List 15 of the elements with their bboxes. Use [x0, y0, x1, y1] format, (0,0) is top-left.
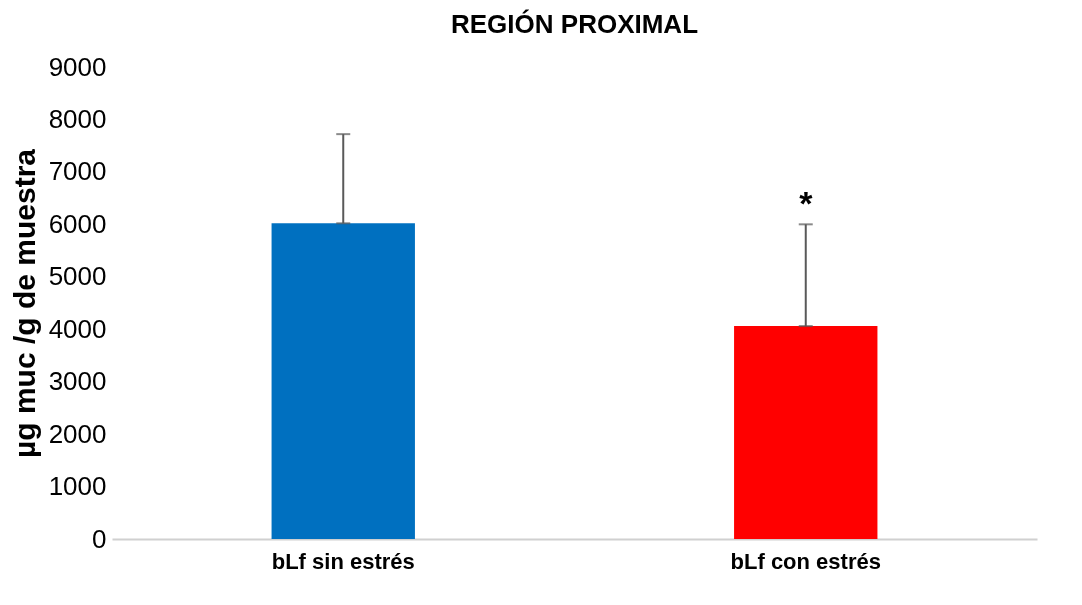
y-tick-label: 4000 — [48, 313, 107, 344]
y-tick-label: 6000 — [48, 208, 107, 239]
y-tick-label: 0 — [92, 523, 107, 554]
y-tick-label: 1000 — [48, 471, 107, 502]
y-axis-title: µg muc /g de muestra — [7, 148, 41, 459]
y-tick-label: 5000 — [48, 261, 107, 292]
x-tick-label: bLf sin estrés — [271, 548, 415, 574]
chart-title: REGIÓN PROXIMAL — [450, 9, 699, 39]
annotation: * — [799, 184, 814, 223]
y-tick-label: 2000 — [48, 418, 107, 449]
y-tick-label: 7000 — [48, 156, 107, 187]
y-tick-label: 9000 — [48, 51, 107, 82]
y-tick-label: 8000 — [48, 103, 107, 134]
x-tick-label: bLf con estrés — [730, 548, 881, 574]
y-tick-label: 3000 — [48, 366, 107, 397]
